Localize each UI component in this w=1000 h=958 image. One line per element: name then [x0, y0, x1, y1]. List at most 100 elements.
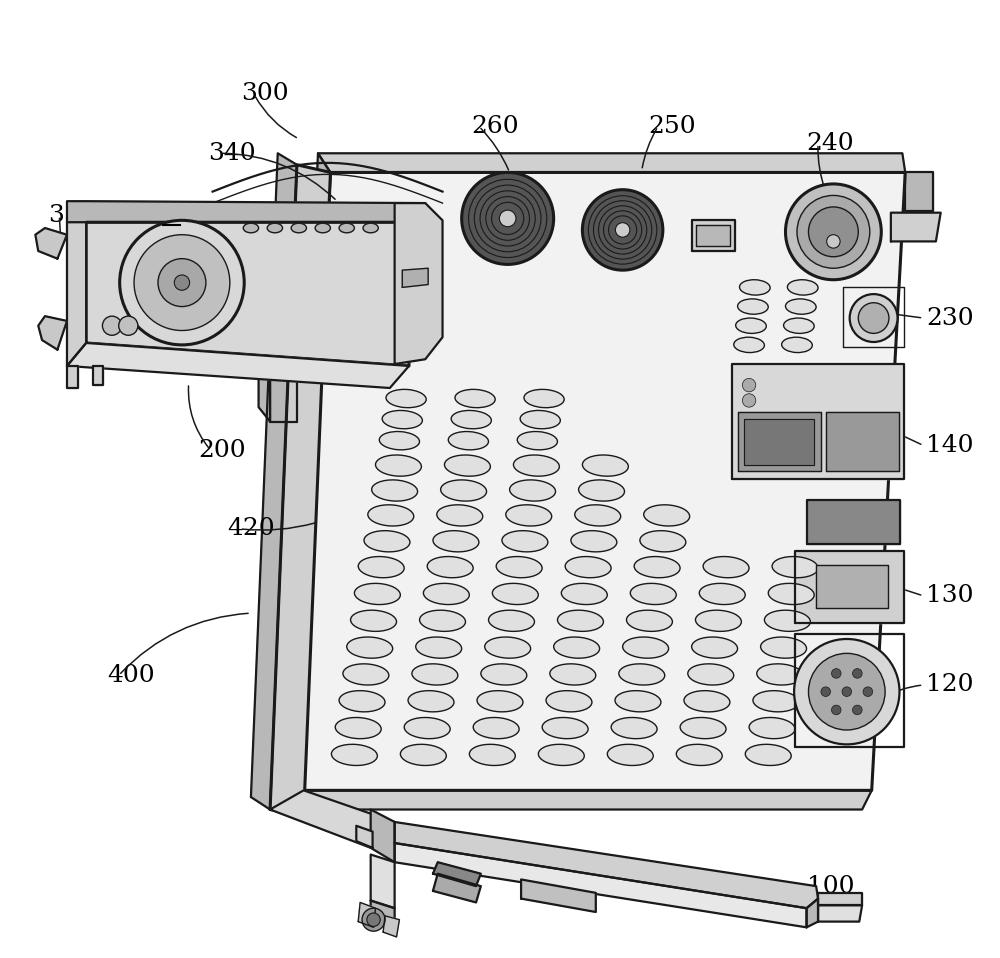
Polygon shape [93, 366, 103, 385]
Circle shape [362, 908, 385, 931]
Polygon shape [402, 268, 428, 287]
Text: 300: 300 [241, 82, 289, 105]
Polygon shape [287, 790, 872, 810]
Circle shape [785, 184, 881, 280]
Polygon shape [738, 412, 821, 471]
Circle shape [102, 316, 122, 335]
Circle shape [134, 235, 230, 331]
Ellipse shape [550, 664, 596, 685]
Ellipse shape [441, 480, 487, 501]
Ellipse shape [451, 410, 491, 429]
Ellipse shape [688, 664, 734, 685]
Text: 230: 230 [926, 307, 974, 330]
Ellipse shape [768, 583, 814, 604]
Ellipse shape [437, 505, 483, 526]
Ellipse shape [291, 223, 306, 233]
Text: 120: 120 [926, 673, 974, 696]
Ellipse shape [412, 664, 458, 685]
Ellipse shape [496, 557, 542, 578]
Ellipse shape [676, 744, 722, 765]
Polygon shape [818, 905, 862, 922]
Text: 340: 340 [208, 142, 255, 165]
Ellipse shape [699, 583, 745, 604]
Text: 130: 130 [926, 584, 974, 607]
Ellipse shape [745, 744, 791, 765]
Ellipse shape [692, 637, 738, 658]
Text: 420: 420 [227, 517, 275, 540]
Polygon shape [395, 843, 807, 927]
Polygon shape [383, 916, 399, 937]
Ellipse shape [473, 718, 519, 739]
Ellipse shape [448, 431, 488, 450]
Ellipse shape [561, 583, 607, 604]
Ellipse shape [764, 610, 810, 631]
Ellipse shape [579, 480, 625, 501]
Ellipse shape [753, 691, 799, 712]
Circle shape [582, 190, 663, 270]
Circle shape [808, 653, 885, 730]
Ellipse shape [339, 223, 354, 233]
Ellipse shape [489, 610, 534, 631]
Circle shape [742, 394, 756, 407]
Polygon shape [67, 343, 409, 388]
Ellipse shape [640, 531, 686, 552]
Ellipse shape [680, 718, 726, 739]
Ellipse shape [740, 280, 770, 295]
Circle shape [119, 316, 138, 335]
Ellipse shape [546, 691, 592, 712]
Circle shape [615, 222, 630, 238]
Ellipse shape [368, 505, 414, 526]
Ellipse shape [542, 718, 588, 739]
Ellipse shape [626, 610, 672, 631]
Ellipse shape [455, 389, 495, 408]
Polygon shape [433, 862, 481, 886]
Polygon shape [696, 225, 730, 246]
Circle shape [853, 705, 862, 715]
Polygon shape [905, 172, 933, 211]
Polygon shape [818, 893, 862, 905]
Polygon shape [732, 364, 904, 479]
Polygon shape [270, 165, 330, 816]
Ellipse shape [363, 223, 378, 233]
Ellipse shape [695, 610, 741, 631]
Circle shape [499, 210, 516, 227]
Polygon shape [395, 203, 443, 364]
Ellipse shape [630, 583, 676, 604]
Ellipse shape [506, 505, 552, 526]
Ellipse shape [477, 691, 523, 712]
Ellipse shape [243, 223, 259, 233]
Polygon shape [67, 366, 78, 388]
Polygon shape [287, 153, 330, 810]
Ellipse shape [524, 389, 564, 408]
Ellipse shape [517, 431, 557, 450]
Circle shape [808, 207, 858, 257]
Ellipse shape [520, 410, 560, 429]
Ellipse shape [331, 744, 377, 765]
Polygon shape [795, 551, 904, 623]
Polygon shape [692, 220, 735, 251]
Ellipse shape [335, 718, 381, 739]
Ellipse shape [619, 664, 665, 685]
Ellipse shape [554, 637, 600, 658]
Circle shape [794, 639, 899, 744]
Polygon shape [67, 201, 425, 222]
Ellipse shape [623, 637, 669, 658]
Ellipse shape [502, 531, 548, 552]
Text: 260: 260 [471, 115, 519, 138]
Ellipse shape [423, 583, 469, 604]
Text: 100: 100 [807, 875, 854, 898]
Polygon shape [270, 345, 297, 422]
Ellipse shape [749, 718, 795, 739]
Ellipse shape [575, 505, 621, 526]
Ellipse shape [510, 480, 556, 501]
Polygon shape [371, 901, 395, 922]
Ellipse shape [611, 718, 657, 739]
Text: 250: 250 [648, 115, 696, 138]
Ellipse shape [375, 455, 421, 476]
Polygon shape [744, 419, 814, 465]
Circle shape [120, 220, 244, 345]
Ellipse shape [513, 455, 559, 476]
Polygon shape [816, 565, 888, 608]
Ellipse shape [315, 223, 330, 233]
Polygon shape [67, 222, 86, 366]
